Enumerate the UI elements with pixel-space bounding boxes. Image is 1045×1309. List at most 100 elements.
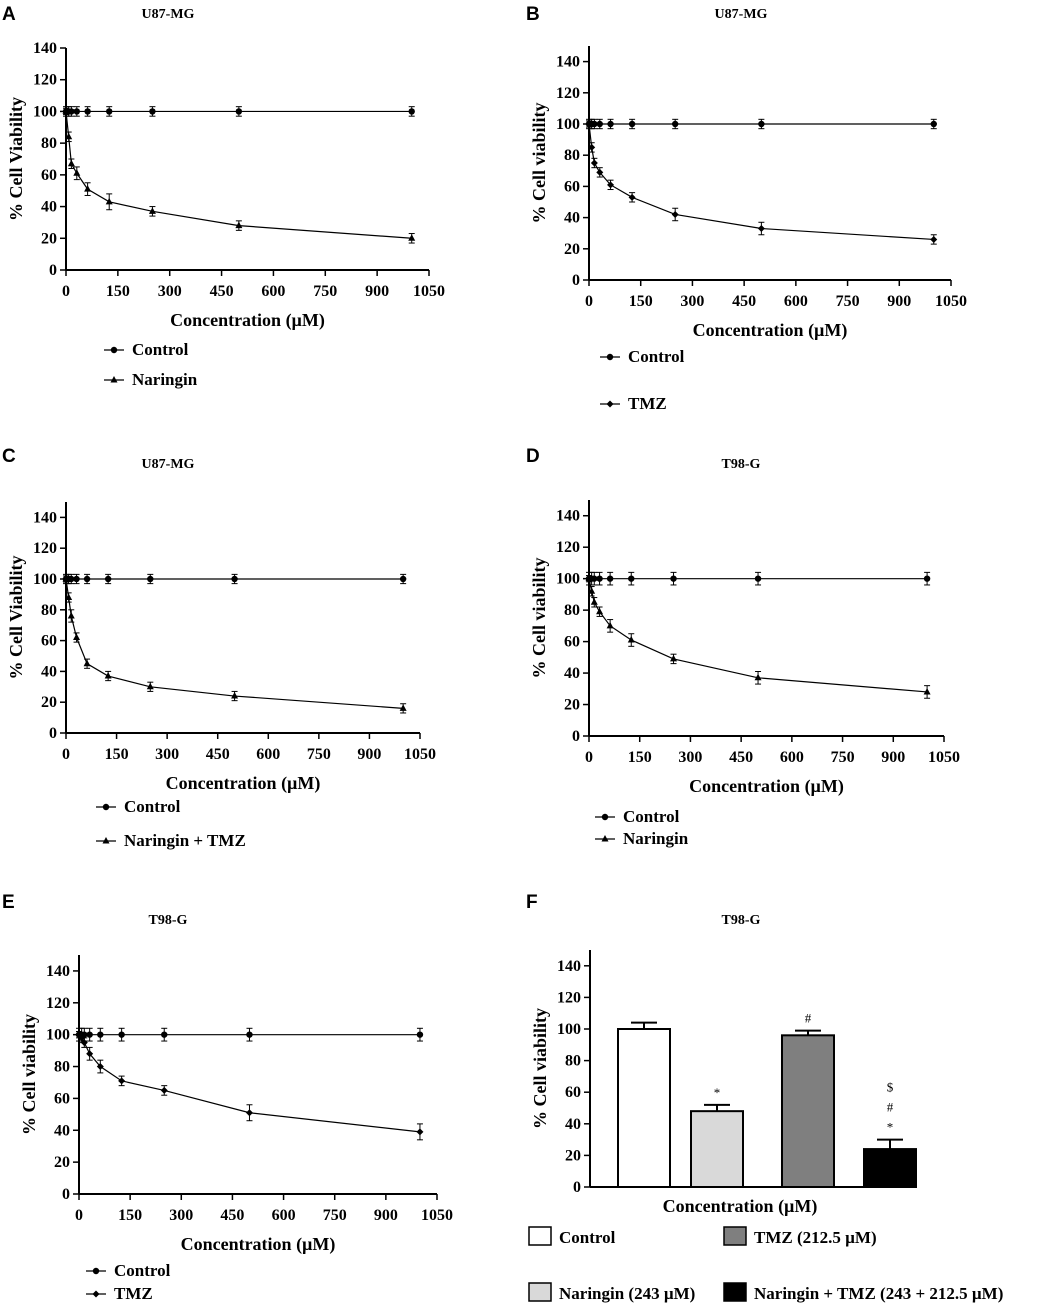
data-point (96, 1063, 104, 1071)
series-control (585, 571, 931, 586)
panel-label: B (526, 4, 540, 25)
legend-marker (606, 353, 614, 361)
y-tick-label: 60 (41, 633, 57, 650)
data-point (930, 120, 937, 128)
x-tick-label: 1050 (413, 283, 445, 300)
significance-mark: # (887, 1100, 894, 1115)
bar (617, 1028, 671, 1188)
data-point (148, 207, 156, 214)
x-axis-label: Concentration (µM) (166, 773, 321, 794)
significance-mark: * (714, 1085, 721, 1100)
x-tick-label: 150 (118, 1207, 142, 1224)
data-point (416, 1128, 424, 1136)
y-tick-label: 20 (564, 241, 580, 258)
data-point (606, 621, 614, 629)
y-tick-label: 20 (54, 1154, 70, 1171)
y-axis-label: % Cell viability (529, 103, 549, 224)
legend-item: Naringin (243 µM) (528, 1282, 695, 1303)
panel-d: D T98-G 0 20 40 60 80 100 120 140 % Cell viability… (526, 446, 960, 848)
panel-label: D (526, 446, 540, 467)
y-tick-label: 40 (41, 663, 57, 680)
legend-label: Naringin + TMZ (243 + 212.5 µM) (754, 1284, 1003, 1303)
legend-label: Naringin (623, 829, 689, 848)
data-point (628, 120, 636, 128)
y-tick-label: 20 (41, 694, 57, 711)
data-point (246, 1031, 253, 1038)
y-tick-label: 100 (33, 571, 57, 588)
legend-label: Naringin + TMZ (124, 831, 246, 850)
x-tick-label: 1050 (404, 746, 436, 763)
y-tick-label: 120 (556, 85, 580, 102)
y-tick-label: 80 (565, 1053, 581, 1070)
significance-mark: $ (887, 1080, 894, 1095)
legend-label: TMZ (628, 394, 667, 413)
data-point (628, 575, 635, 582)
data-point (235, 221, 243, 229)
y-tick-label: 140 (46, 963, 70, 980)
data-point (671, 210, 679, 218)
y-tick-label: 120 (33, 72, 57, 89)
y-tick-label: 20 (564, 697, 580, 714)
data-point (65, 593, 73, 600)
data-point (408, 108, 415, 115)
data-point (585, 574, 593, 582)
data-point (588, 143, 596, 151)
data-point (86, 1050, 94, 1058)
legend-item: Control (86, 1261, 171, 1280)
legend-label: Control (124, 797, 181, 816)
bar (690, 1110, 744, 1189)
data-point (754, 575, 762, 582)
legend-item: TMZ (212.5 µM) (723, 1226, 877, 1247)
legend-item: Control (528, 1226, 616, 1247)
chart-title: U87-MG (715, 7, 768, 22)
data-point (83, 575, 91, 583)
data-point (671, 120, 679, 128)
data-point (399, 575, 407, 583)
data-point (118, 1077, 126, 1085)
x-tick-label: 750 (307, 746, 331, 763)
x-tick-label: 300 (678, 749, 702, 766)
legend-marker (601, 835, 609, 842)
y-tick-label: 80 (41, 602, 57, 619)
y-tick-label: 40 (564, 210, 580, 227)
chart-title: T98-G (149, 913, 188, 928)
data-point (106, 108, 113, 115)
panel-a: A U87-MG 0 20 40 60 80 100 120 140 % Cell Viabilit… (2, 4, 445, 389)
legend-label: Control (559, 1228, 616, 1247)
x-axis-label: Concentration (µM) (693, 320, 848, 341)
data-point (754, 673, 762, 681)
y-tick-label: 100 (557, 1021, 581, 1038)
data-point (588, 587, 596, 594)
y-axis-label: % Cell viability (19, 1014, 39, 1135)
x-tick-label: 0 (62, 746, 70, 763)
data-point (596, 607, 604, 615)
data-point (62, 107, 70, 114)
y-tick-label: 60 (54, 1090, 70, 1107)
x-tick-label: 0 (585, 749, 593, 766)
data-point (73, 169, 81, 176)
x-tick-label: 900 (887, 293, 911, 310)
y-axis-label: % Cell Viability (6, 97, 26, 221)
x-tick-label: 1050 (928, 749, 960, 766)
data-point (84, 108, 91, 115)
legend-marker (110, 376, 118, 383)
data-point (73, 575, 80, 583)
data-point (590, 159, 598, 167)
data-point (104, 672, 112, 679)
panel-label: A (2, 4, 16, 25)
y-tick-label: 60 (564, 634, 580, 651)
data-point (245, 1109, 253, 1117)
legend-item: TMZ (600, 394, 667, 413)
y-tick-label: 100 (46, 1027, 70, 1044)
x-tick-label: 900 (357, 746, 381, 763)
chart-title: T98-G (722, 913, 761, 928)
y-tick-label: 80 (54, 1059, 70, 1076)
x-tick-label: 600 (261, 283, 285, 300)
y-tick-label: 0 (62, 1186, 70, 1203)
chart-title: U87-MG (142, 457, 195, 472)
x-tick-label: 300 (169, 1207, 193, 1224)
legend-item: Naringin (104, 370, 198, 389)
series-control (62, 106, 415, 117)
y-axis-label: % Cell viability (529, 558, 549, 679)
x-tick-label: 0 (585, 293, 593, 310)
